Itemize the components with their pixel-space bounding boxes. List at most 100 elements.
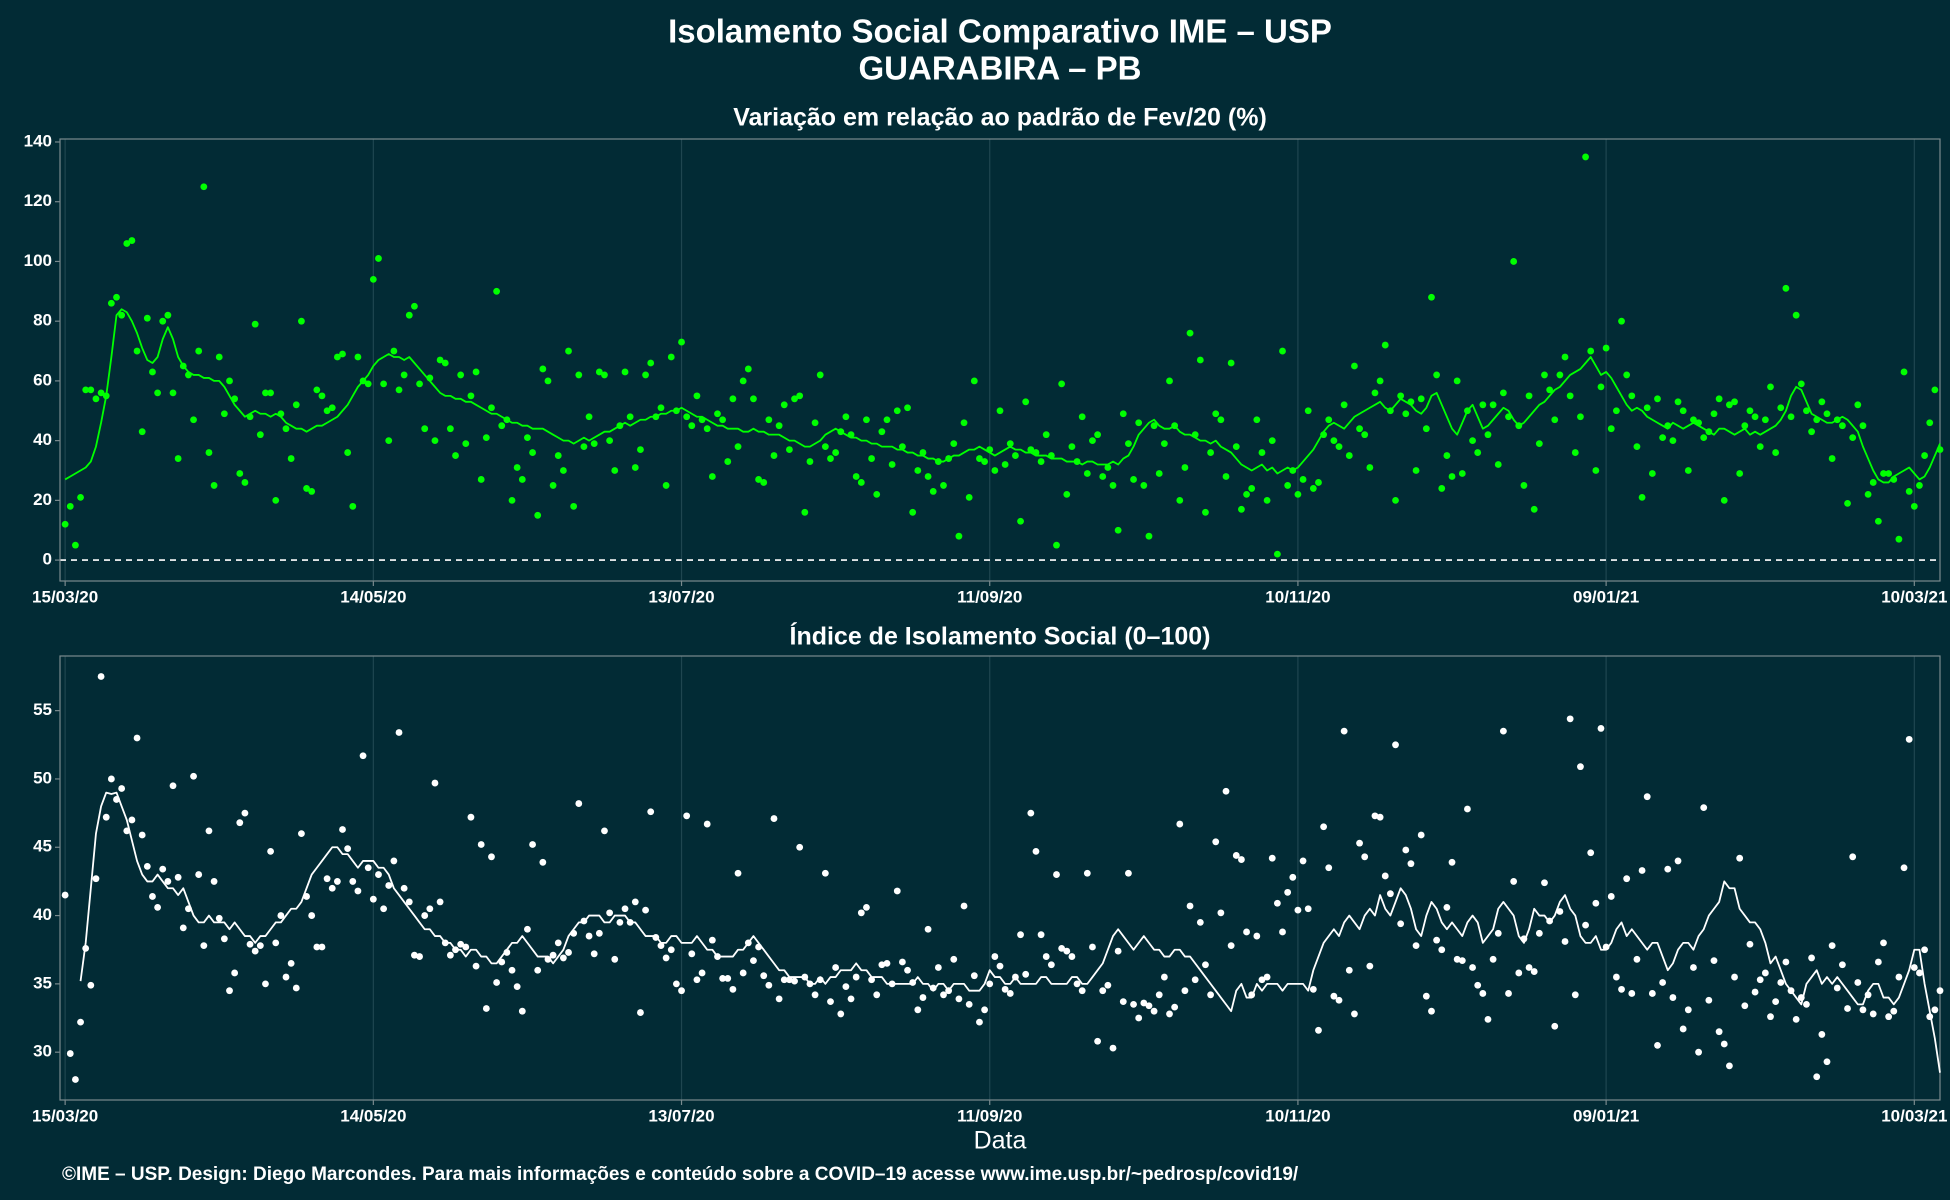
data-point: [272, 496, 280, 504]
data-point: [92, 395, 100, 403]
y-tick-label: 40: [33, 905, 52, 924]
data-point: [976, 455, 983, 462]
data-point: [1510, 878, 1518, 885]
data-point: [133, 734, 141, 742]
y-tick-label: 30: [33, 1042, 52, 1061]
data-point: [714, 410, 721, 418]
data-point: [832, 449, 840, 456]
data-point: [657, 942, 665, 950]
data-point: [97, 673, 105, 680]
data-point: [534, 966, 542, 974]
data-point: [724, 458, 732, 465]
x-tick-label: 15/03/20: [32, 587, 98, 606]
data-point: [349, 878, 357, 885]
data-point: [1823, 410, 1831, 418]
data-point: [349, 502, 357, 510]
data-point: [1695, 1048, 1702, 1056]
data-point: [878, 428, 886, 436]
data-point: [1551, 416, 1559, 424]
data-point: [1880, 470, 1887, 477]
data-point: [308, 912, 316, 919]
data-point: [190, 416, 197, 424]
caption: ©IME – USP. Design: Diego Marcondes. Par…: [62, 1164, 1299, 1185]
data-point: [667, 946, 675, 954]
data-point: [1499, 389, 1507, 397]
data-point: [1541, 879, 1548, 887]
data-point: [292, 984, 300, 992]
data-point: [333, 353, 341, 361]
data-point: [256, 942, 264, 950]
data-point: [1895, 973, 1903, 981]
data-point: [395, 729, 403, 736]
data-point: [1808, 954, 1815, 962]
data-point: [462, 943, 470, 951]
data-point: [1921, 946, 1928, 954]
data-point: [482, 434, 490, 442]
data-point: [1674, 398, 1682, 406]
data-point: [1443, 903, 1451, 911]
x-tick-label: 14/05/20: [340, 1106, 406, 1125]
data-point: [164, 878, 172, 885]
data-point: [1582, 921, 1589, 929]
data-point: [965, 493, 973, 501]
data-point: [205, 449, 213, 456]
data-point: [1217, 909, 1225, 917]
data-point: [806, 458, 814, 465]
data-point: [236, 819, 244, 827]
data-point: [1371, 812, 1379, 820]
data-point: [1931, 386, 1939, 394]
data-point: [970, 377, 978, 385]
data-point: [637, 446, 644, 453]
data-point: [1479, 401, 1487, 409]
data-point: [308, 488, 316, 495]
data-point: [1628, 392, 1636, 400]
data-point: [1859, 1006, 1867, 1014]
data-point: [282, 425, 290, 433]
data-point: [559, 954, 567, 962]
data-point: [1885, 470, 1893, 477]
data-point: [1597, 383, 1605, 391]
data-point: [1895, 535, 1903, 543]
data-point: [1571, 991, 1579, 999]
data-point: [1109, 1044, 1117, 1052]
data-point: [606, 909, 614, 917]
x-tick-label: 11/09/20: [957, 1106, 1022, 1125]
data-point: [287, 455, 295, 462]
data-point: [1196, 919, 1204, 926]
data-point: [1489, 955, 1497, 963]
data-point: [441, 359, 449, 367]
data-point: [1726, 1062, 1733, 1070]
data-point: [1792, 1016, 1800, 1023]
data-point: [1731, 398, 1738, 406]
x-tick-label: 11/09/20: [957, 587, 1022, 606]
data-point: [1633, 955, 1641, 963]
data-point: [801, 508, 809, 516]
data-point: [734, 869, 742, 877]
data-point: [1571, 449, 1579, 456]
data-point: [1243, 928, 1250, 936]
data-point: [883, 959, 891, 967]
data-point: [339, 350, 346, 358]
data-point: [513, 464, 521, 471]
data-point: [102, 813, 110, 821]
data-point: [991, 467, 999, 474]
data-point: [1736, 470, 1744, 477]
data-point: [1268, 854, 1276, 862]
x-tick-label: 09/01/21: [1573, 1106, 1639, 1125]
data-point: [1325, 864, 1333, 872]
data-point: [400, 371, 408, 379]
data-point: [1176, 820, 1184, 828]
data-point: [529, 449, 536, 456]
data-point: [1808, 428, 1815, 436]
data-point: [626, 413, 634, 421]
data-point: [1381, 872, 1389, 880]
data-point: [498, 958, 506, 966]
data-point: [385, 437, 393, 445]
data-point: [380, 380, 388, 388]
data-point: [1212, 838, 1220, 846]
data-point: [1726, 401, 1733, 409]
data-point: [462, 440, 470, 448]
data-point: [775, 995, 783, 1003]
data-point: [1592, 899, 1600, 907]
data-point: [1505, 990, 1512, 997]
